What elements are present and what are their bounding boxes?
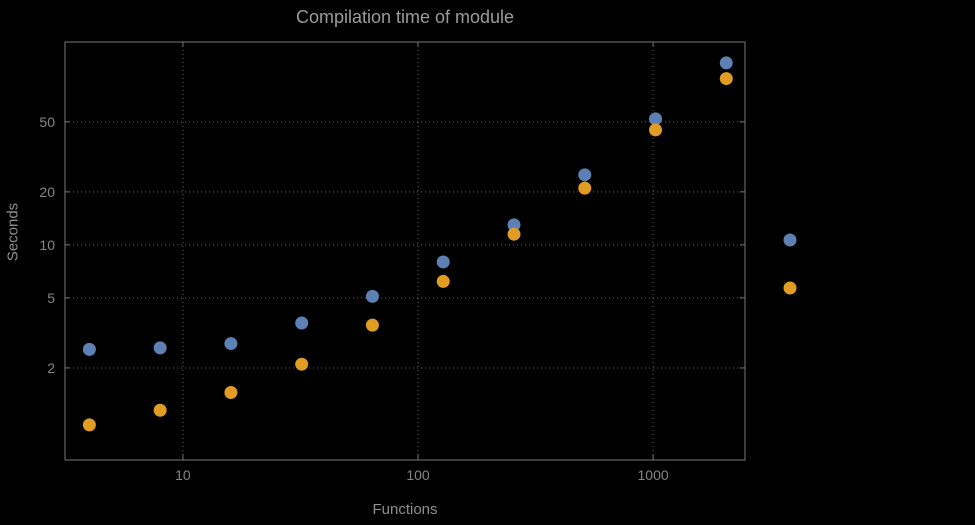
data-point-series-1-blue (719, 56, 733, 70)
data-point-series-2-orange (224, 386, 238, 400)
chart-title: Compilation time of module (295, 7, 515, 27)
data-point-series-1-blue (224, 337, 238, 351)
data-point-series-1-blue (507, 218, 521, 232)
x-axis-label: Functions (372, 501, 438, 518)
data-point-series-2-orange (436, 274, 450, 288)
data-point-series-1-blue (153, 341, 167, 355)
data-point-series-2-orange (82, 418, 96, 432)
data-point-series-2-orange (719, 72, 733, 86)
data-point-series-2-orange (153, 403, 167, 417)
y-tick-label: 10 (39, 237, 55, 253)
data-point-series-1-blue (82, 342, 96, 356)
x-tick-label: 1000 (638, 467, 669, 483)
data-point-series-2-orange (295, 357, 309, 371)
data-point-series-1-blue (436, 255, 450, 269)
x-tick-label: 10 (175, 467, 191, 483)
legend-marker-series-2-orange (783, 281, 797, 295)
plot-frame (64, 41, 746, 461)
data-point-series-1-blue (365, 289, 379, 303)
y-tick-label: 50 (39, 114, 55, 130)
legend-marker-series-1-blue (783, 233, 797, 247)
data-point-series-1-blue (295, 316, 309, 330)
data-point-series-2-orange (578, 181, 592, 195)
data-point-series-2-orange (507, 227, 521, 241)
data-point-series-1-blue (649, 112, 663, 126)
data-point-series-2-orange (365, 318, 379, 332)
y-tick-label: 20 (39, 184, 55, 200)
data-point-series-2-orange (649, 123, 663, 137)
y-tick-label: 2 (47, 360, 55, 376)
y-tick-label: 5 (47, 290, 55, 306)
y-axis-label: Seconds (4, 202, 22, 262)
x-tick-label: 100 (406, 467, 430, 483)
data-point-series-1-blue (578, 168, 592, 182)
